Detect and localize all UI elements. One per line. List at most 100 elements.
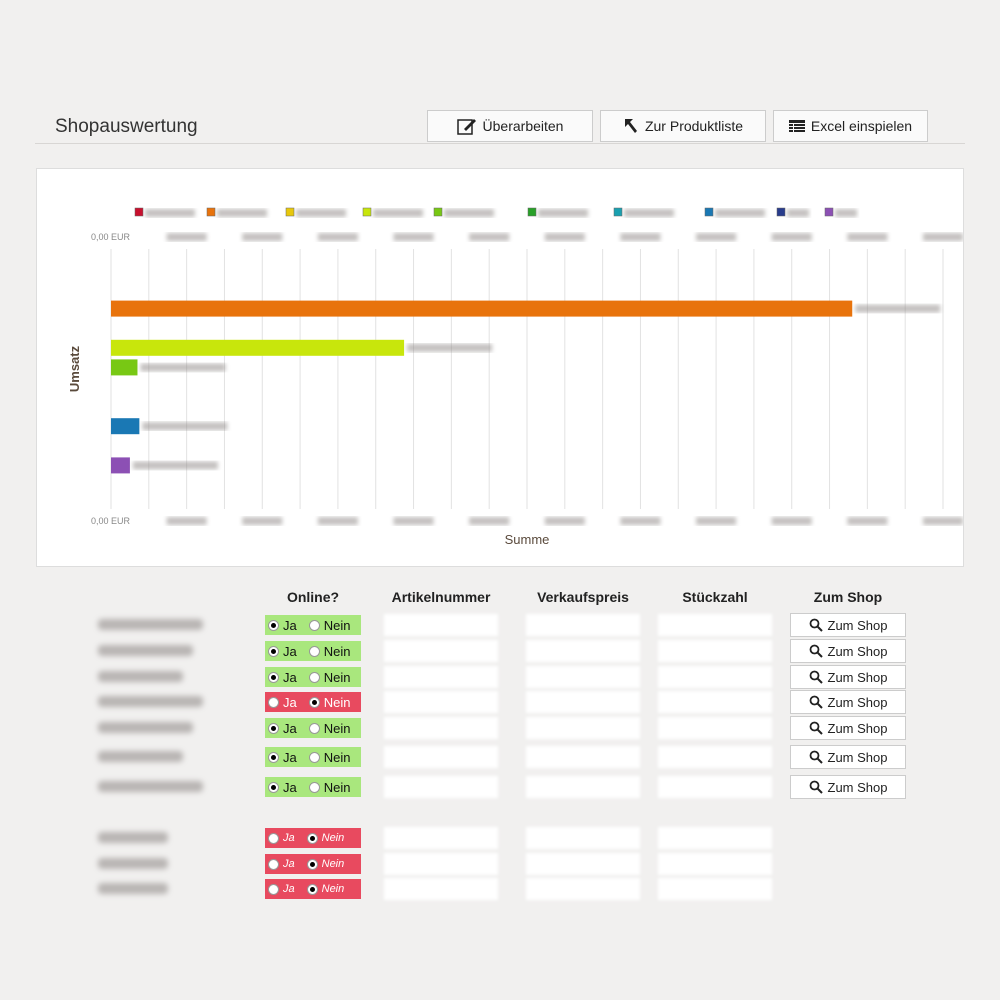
input-cell xyxy=(526,666,640,688)
radio-label: Ja xyxy=(283,832,295,844)
online-toggle: Ja Nein xyxy=(265,641,361,661)
blurred-name xyxy=(98,619,203,630)
icon xyxy=(456,119,476,135)
radio-button[interactable] xyxy=(268,722,279,734)
blurred-text xyxy=(142,422,228,431)
radio-button[interactable] xyxy=(308,619,320,631)
blurred-text xyxy=(296,209,346,217)
x-tick-label: 0,00 EUR xyxy=(91,516,131,526)
input-cell xyxy=(526,878,640,900)
button-label: Zum Shop xyxy=(827,643,888,659)
online-toggle: Ja Nein xyxy=(265,747,361,767)
blurred-name xyxy=(98,858,168,869)
radio-button[interactable] xyxy=(268,619,279,631)
legend-swatch xyxy=(824,207,834,217)
shop-button[interactable]: Zum Shop xyxy=(790,639,906,663)
legend-swatch xyxy=(206,207,216,217)
edit-button[interactable]: Überarbeiten xyxy=(427,110,593,142)
product-list-button[interactable]: Zur Produktliste xyxy=(600,110,766,142)
shop-button[interactable]: Zum Shop xyxy=(790,665,906,689)
bar xyxy=(111,457,130,474)
blurred-text xyxy=(393,517,434,525)
input-cell xyxy=(526,614,640,636)
bar xyxy=(111,359,138,376)
radio-button[interactable] xyxy=(306,858,318,870)
radio-button[interactable] xyxy=(268,883,279,895)
online-toggle: Ja Nein xyxy=(265,828,361,848)
bar xyxy=(111,418,140,435)
blurred-name xyxy=(98,696,203,707)
blurred-text xyxy=(771,233,812,241)
radio-button[interactable] xyxy=(268,671,279,683)
radio-button[interactable] xyxy=(308,781,320,793)
input-cell xyxy=(384,878,498,900)
radio-button[interactable] xyxy=(308,671,320,683)
input-cell xyxy=(526,691,640,713)
bar xyxy=(111,339,405,356)
online-toggle: Ja Nein xyxy=(265,718,361,738)
radio-label: Ja xyxy=(283,779,297,795)
radio-button[interactable] xyxy=(306,832,318,844)
blurred-name xyxy=(98,751,183,762)
radio-button[interactable] xyxy=(268,832,279,844)
online-toggle: Ja Nein xyxy=(265,692,361,712)
online-toggle: Ja Nein xyxy=(265,667,361,687)
input-cell xyxy=(658,640,772,662)
search-icon xyxy=(809,695,823,709)
search-icon xyxy=(809,670,823,684)
legend-swatch xyxy=(134,207,144,217)
shop-button[interactable]: Zum Shop xyxy=(790,775,906,799)
radio-button[interactable] xyxy=(308,751,320,763)
legend-swatch xyxy=(527,207,537,217)
input-cell xyxy=(658,717,772,739)
online-toggle: Ja Nein xyxy=(265,615,361,635)
blurred-text xyxy=(317,233,358,241)
blurred-text xyxy=(624,209,674,217)
blurred-name xyxy=(98,883,168,894)
radio-label: Ja xyxy=(283,694,297,710)
radio-button[interactable] xyxy=(268,858,279,870)
input-cell xyxy=(384,776,498,798)
legend-swatch xyxy=(433,207,443,217)
input-cell xyxy=(658,878,772,900)
legend-swatch xyxy=(285,207,295,217)
radio-button[interactable] xyxy=(306,883,318,895)
shop-button[interactable]: Zum Shop xyxy=(790,716,906,740)
radio-button[interactable] xyxy=(268,645,279,657)
blurred-name xyxy=(98,722,193,733)
input-cell xyxy=(658,853,772,875)
blurred-text xyxy=(544,517,585,525)
search-icon xyxy=(809,750,823,764)
input-cell xyxy=(658,666,772,688)
shop-button[interactable]: Zum Shop xyxy=(790,690,906,714)
radio-label: Ja xyxy=(283,669,297,685)
search-icon xyxy=(809,644,823,658)
input-cell xyxy=(526,640,640,662)
radio-label: Nein xyxy=(323,617,351,633)
input-cell xyxy=(384,717,498,739)
bar xyxy=(111,300,853,317)
shop-button[interactable]: Zum Shop xyxy=(790,745,906,769)
chart: Umsatz Summe 0,00 EUR 0,00 EUR xyxy=(67,207,963,547)
radio-label: Ja xyxy=(283,617,297,633)
radio-button[interactable] xyxy=(268,696,279,708)
blurred-text xyxy=(696,233,737,241)
blurred-name xyxy=(98,671,183,682)
radio-button[interactable] xyxy=(268,751,279,763)
excel-button[interactable]: Excel einspielen xyxy=(773,110,928,142)
radio-label: Ja xyxy=(283,858,295,870)
radio-button[interactable] xyxy=(308,722,320,734)
blurred-text xyxy=(787,209,809,217)
blurred-text xyxy=(393,233,434,241)
radio-label: Nein xyxy=(323,643,351,659)
blurred-text xyxy=(855,304,941,313)
blurred-name xyxy=(98,645,193,656)
shop-button[interactable]: Zum Shop xyxy=(790,613,906,637)
radio-button[interactable] xyxy=(308,645,320,657)
radio-label: Nein xyxy=(323,779,351,795)
radio-button[interactable] xyxy=(308,696,320,708)
blurred-text xyxy=(373,209,423,217)
input-cell xyxy=(526,776,640,798)
radio-button[interactable] xyxy=(268,781,279,793)
